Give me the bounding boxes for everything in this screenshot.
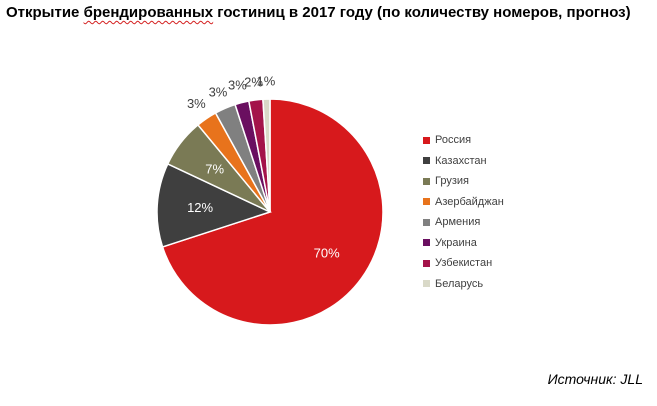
pie-label-6: 2% [244,75,263,90]
title-prefix: Открытие [6,4,84,21]
legend-label-2: Грузия [435,175,469,188]
pie-label-2: 7% [205,162,224,177]
legend-label-1: Казахстан [435,154,487,167]
pie-labels: 70%12%7%3%3% 3%2%1% [187,74,340,261]
legend-swatch-7 [423,280,430,288]
legend-swatch-3 [423,198,430,206]
pie-label-7: 1% [256,74,275,89]
legend-label-5: Украина [435,236,477,249]
legend-item-0: Россия [423,130,504,151]
pie-slice-7 [262,98,271,213]
chart-title: Открытие брендированных гостиниц в 2017 … [6,4,631,21]
title-suffix: гостиниц в 2017 году (по количеству номе… [213,4,631,21]
legend-label-3: Азербайджан [435,195,504,208]
legend-item-3: Азербайджан [423,192,504,213]
pie-slices [156,98,384,326]
pie-slice-0 [161,98,384,326]
legend-swatch-1 [423,157,430,165]
pie-slice-1 [156,162,273,248]
legend-swatch-6 [423,259,430,267]
legend-label-7: Беларусь [435,277,484,290]
legend-swatch-5 [423,239,430,247]
legend-label-4: Армения [435,216,481,229]
legend-item-2: Грузия [423,171,504,192]
chart-legend: Россия Казахстан Грузия Азербайджан Армения У… [423,130,504,294]
legend-item-7: Беларусь [423,274,504,295]
legend-item-1: Казахстан [423,151,504,172]
pie-label-0: 70% [314,246,340,261]
pie-label-3: 3% [187,96,206,111]
pie-label-4: 3% [209,84,228,99]
pie-label-5: 3% [228,78,247,93]
legend-item-4: Армения [423,212,504,233]
legend-label-6: Узбекистан [435,257,493,270]
legend-item-5: Украина [423,233,504,254]
legend-swatch-4 [423,218,430,226]
legend-swatch-2 [423,177,430,185]
legend-swatch-0 [423,136,430,144]
legend-item-6: Узбекистан [423,253,504,274]
legend-label-0: Россия [435,134,472,147]
source-note: Источник: JLL [547,371,643,387]
title-underlined: брендированных [83,4,214,21]
pie-label-1: 12% [187,200,213,215]
